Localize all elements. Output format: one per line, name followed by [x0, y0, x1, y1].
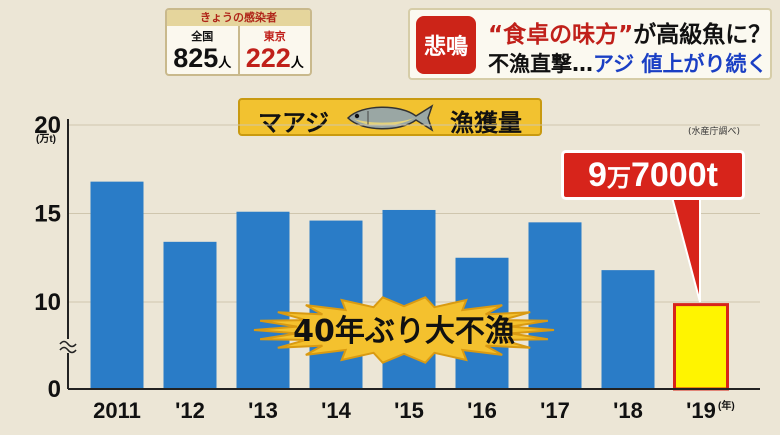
- bar: [528, 222, 582, 389]
- x-unit-label: (年): [718, 399, 735, 412]
- x-tick-label: '13: [248, 398, 278, 423]
- x-tick-label: '14: [321, 398, 351, 423]
- x-tick-label: '16: [467, 398, 497, 423]
- callout-pointer: [670, 196, 701, 303]
- bar-highlight: [673, 303, 729, 391]
- headline-line2: 不漁直撃…アジ 値上がり続く: [488, 48, 767, 78]
- y-tick-label: 15: [34, 201, 61, 228]
- counter-national: 全国 825人: [167, 26, 238, 74]
- y-tick-label: 10: [34, 289, 61, 316]
- counter-national-value: 825: [173, 43, 219, 73]
- headline-line2-part1: 不漁直撃…: [488, 52, 593, 76]
- counter-tokyo-value: 222: [245, 43, 291, 73]
- bar: [163, 241, 217, 389]
- x-tick-label: '15: [394, 398, 424, 423]
- starburst-badge: [253, 296, 555, 364]
- headline-line1-rest: が高級魚に？: [633, 22, 772, 48]
- headline-line1: “食卓の味方”が高級魚に？: [488, 15, 771, 49]
- axis-break-gap: [60, 339, 76, 353]
- x-tick-label: '18: [613, 398, 643, 423]
- bar: [601, 270, 655, 389]
- counter-tokyo-unit: 人: [290, 56, 304, 71]
- x-tick-label: '17: [540, 398, 570, 423]
- counter-national-unit: 人: [218, 56, 232, 71]
- callout-num1: 9: [588, 156, 607, 194]
- chart-title: マアジ 漁獲量: [238, 98, 542, 137]
- callout-num2: 7000: [630, 156, 707, 194]
- y-tick-label: 0: [48, 376, 61, 403]
- y-tick-label: 20: [34, 112, 61, 139]
- headline-quote: “食卓の味方”: [488, 22, 634, 48]
- starburst-text: 40年ぶり大不漁: [293, 314, 515, 349]
- value-callout: 9万7000t: [561, 150, 745, 200]
- y-unit-label: (万t): [36, 133, 56, 145]
- infection-counter: きょうの感染者 全国 825人 東京 222人: [165, 8, 312, 76]
- bar: [90, 181, 144, 389]
- fish-icon: [346, 104, 434, 132]
- x-tick-label: 2011: [93, 398, 141, 423]
- source-note: (水産庁調べ): [688, 127, 741, 137]
- callout-unit1: 万: [606, 165, 631, 192]
- chart-title-left: マアジ: [258, 109, 330, 137]
- x-tick-label: '12: [175, 398, 205, 423]
- x-tick-label: '19: [686, 398, 716, 423]
- counter-tokyo-label: 東京: [263, 30, 286, 43]
- counter-header: きょうの感染者: [167, 10, 310, 26]
- counter-tokyo: 東京 222人: [237, 26, 311, 74]
- counter-national-label: 全国: [191, 30, 214, 43]
- headline-line2-part2: アジ 値上がり続く: [593, 52, 768, 76]
- news-headline: 悲鳴 “食卓の味方”が高級魚に？ 不漁直撃…アジ 値上がり続く: [408, 8, 772, 80]
- callout-unit2: t: [706, 156, 718, 194]
- axis-break-mark: [59, 340, 77, 348]
- chart-title-right: 漁獲量: [450, 109, 522, 137]
- axis-break-mark: [59, 346, 77, 354]
- bar: [236, 211, 290, 389]
- headline-tag: 悲鳴: [416, 16, 476, 74]
